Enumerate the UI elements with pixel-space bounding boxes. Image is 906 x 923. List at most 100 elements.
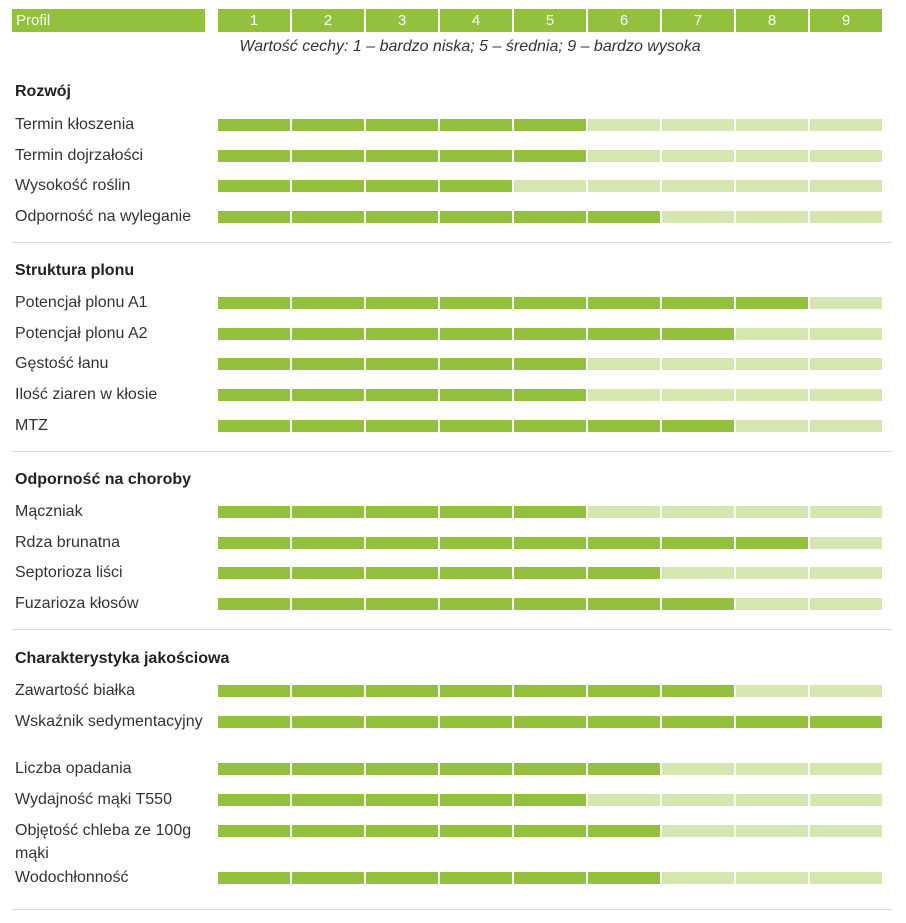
rating-segment-filled	[514, 389, 586, 401]
rating-segment-filled	[292, 150, 364, 162]
rating-segment-filled	[292, 794, 364, 806]
rating-segment-empty	[588, 358, 660, 370]
trait-label: Termin kłoszenia	[15, 116, 135, 133]
trait-label: Wysokość roślin	[15, 177, 131, 194]
rating-segment-filled	[588, 685, 660, 697]
rating-segment-filled	[514, 506, 586, 518]
rating-segment-filled	[292, 506, 364, 518]
rating-segment-filled	[662, 598, 734, 610]
rating-segment-filled	[218, 598, 290, 610]
rating-segment-empty	[736, 389, 808, 401]
rating-segment-empty	[736, 825, 808, 837]
rating-segment-empty	[662, 389, 734, 401]
rating-segment-filled	[662, 685, 734, 697]
rating-segment-filled	[514, 211, 586, 223]
section-title: Struktura plonu	[15, 262, 135, 279]
rating-segment-filled	[588, 537, 660, 549]
rating-segment-filled	[588, 598, 660, 610]
rating-segment-filled	[588, 825, 660, 837]
rating-segment-empty	[810, 598, 882, 610]
rating-segment-filled	[218, 506, 290, 518]
rating-segment-filled	[218, 537, 290, 549]
trait-label: Objętość chleba ze 100g mąki	[15, 822, 192, 862]
rating-segment-empty	[514, 180, 586, 192]
trait-label: Potencjał plonu A1	[15, 294, 148, 311]
rating-segment-empty	[662, 358, 734, 370]
rating-segment-filled	[514, 297, 586, 309]
rating-segment-filled	[292, 825, 364, 837]
rating-segment-filled	[810, 716, 882, 728]
rating-segment-empty	[662, 794, 734, 806]
rating-segment-filled	[514, 567, 586, 579]
rating-segment-empty	[588, 794, 660, 806]
rating-segment-filled	[366, 598, 438, 610]
rating-segment-filled	[218, 763, 290, 775]
rating-segment-empty	[662, 211, 734, 223]
rating-segment-filled	[440, 328, 512, 340]
rating-segment-empty	[662, 872, 734, 884]
rating-segment-filled	[514, 716, 586, 728]
rating-segment-empty	[736, 872, 808, 884]
rating-segment-filled	[514, 150, 586, 162]
rating-segment-filled	[292, 716, 364, 728]
rating-segment-empty	[810, 211, 882, 223]
rating-segment-filled	[440, 358, 512, 370]
trait-label: Fuzarioza kłosów	[15, 595, 139, 612]
rating-segment-filled	[514, 119, 586, 131]
rating-segment-empty	[662, 763, 734, 775]
rating-segment-filled	[440, 716, 512, 728]
rating-segment-filled	[218, 872, 290, 884]
rating-segment-empty	[736, 328, 808, 340]
rating-segment-empty	[810, 150, 882, 162]
rating-segment-filled	[366, 716, 438, 728]
trait-label: Odporność na wyleganie	[15, 208, 192, 225]
trait-label: Wydajność mąki T550	[15, 791, 172, 808]
rating-segment-filled	[292, 180, 364, 192]
rating-segment-filled	[366, 119, 438, 131]
rating-segment-filled	[218, 119, 290, 131]
trait-label: Rdza brunatna	[15, 534, 120, 551]
rating-segment-filled	[440, 420, 512, 432]
rating-segment-empty	[810, 328, 882, 340]
rating-segment-filled	[366, 794, 438, 806]
section-divider	[12, 909, 892, 910]
rating-segment-filled	[736, 716, 808, 728]
rating-segment-filled	[440, 537, 512, 549]
rating-segment-filled	[292, 420, 364, 432]
rating-segment-filled	[440, 150, 512, 162]
rating-segment-filled	[366, 389, 438, 401]
scale-header-8: 8	[736, 9, 808, 32]
rating-segment-empty	[810, 389, 882, 401]
rating-segment-empty	[810, 794, 882, 806]
rating-segment-filled	[292, 537, 364, 549]
rating-segment-filled	[366, 358, 438, 370]
rating-segment-filled	[440, 297, 512, 309]
rating-segment-filled	[736, 297, 808, 309]
rating-segment-filled	[292, 119, 364, 131]
section-title: Odporność na choroby	[15, 471, 192, 488]
rating-segment-empty	[736, 567, 808, 579]
scale-header-5: 5	[514, 9, 586, 32]
rating-segment-filled	[514, 794, 586, 806]
rating-segment-empty	[736, 150, 808, 162]
rating-segment-filled	[218, 358, 290, 370]
scale-header-1: 1	[218, 9, 290, 32]
rating-segment-filled	[514, 825, 586, 837]
rating-segment-filled	[514, 358, 586, 370]
rating-segment-filled	[440, 685, 512, 697]
rating-segment-filled	[218, 567, 290, 579]
rating-segment-empty	[588, 119, 660, 131]
rating-segment-filled	[514, 420, 586, 432]
rating-segment-filled	[514, 537, 586, 549]
trait-label: MTZ	[15, 417, 48, 434]
profil-header-label: Profil	[12, 9, 205, 32]
rating-segment-empty	[662, 567, 734, 579]
rating-segment-empty	[810, 763, 882, 775]
rating-segment-filled	[588, 328, 660, 340]
rating-segment-filled	[292, 297, 364, 309]
rating-segment-filled	[218, 825, 290, 837]
rating-segment-empty	[736, 685, 808, 697]
rating-segment-filled	[662, 716, 734, 728]
rating-segment-filled	[440, 211, 512, 223]
rating-segment-empty	[662, 119, 734, 131]
